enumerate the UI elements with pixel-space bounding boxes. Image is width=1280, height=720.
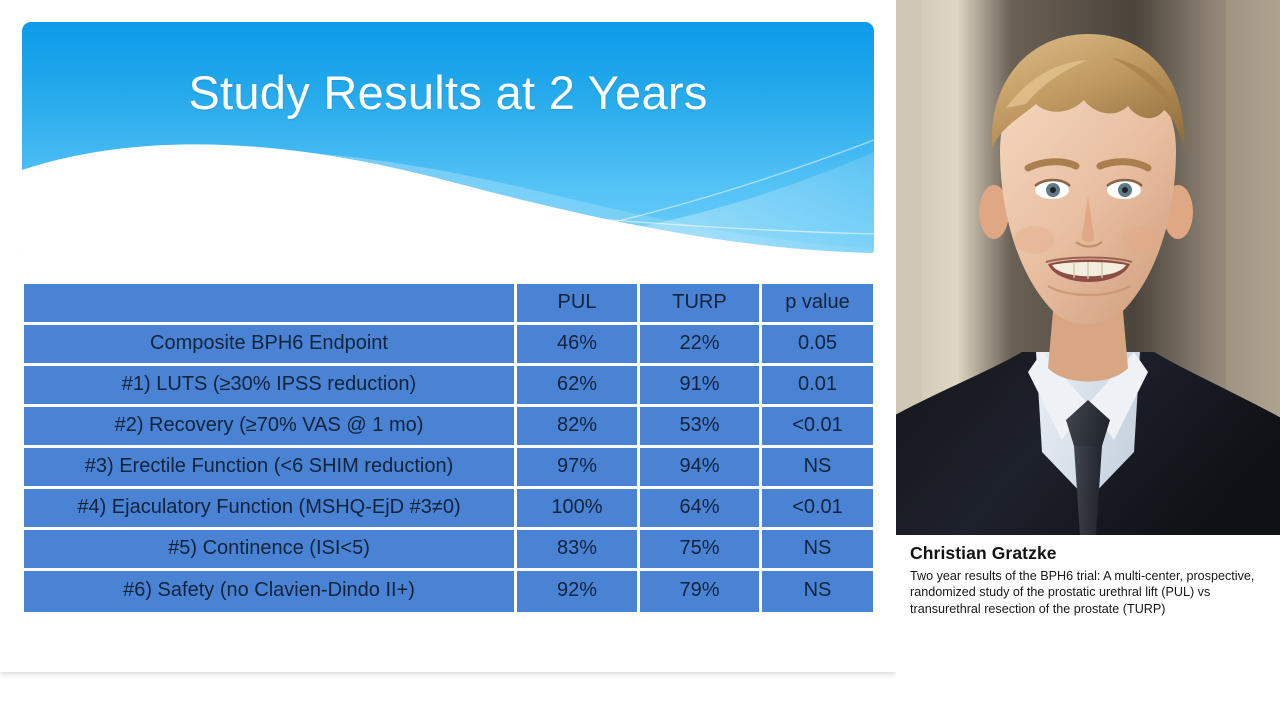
cell-pul-value: 100% xyxy=(517,489,640,530)
column-header-endpoint xyxy=(24,284,517,325)
cell-pul-value: 83% xyxy=(517,530,640,571)
cell-turp-value: 79% xyxy=(640,571,762,612)
banner-wave-decoration xyxy=(22,139,874,254)
cell-p-value: NS xyxy=(762,571,873,612)
cell-turp-value: 22% xyxy=(640,325,762,366)
cell-p-value: 0.05 xyxy=(762,325,873,366)
results-table: PUL TURP p value Composite BPH6 Endpoint… xyxy=(24,284,873,612)
speaker-info: Christian Gratzke Two year results of th… xyxy=(896,535,1280,618)
cell-pul-value: 97% xyxy=(517,448,640,489)
cell-endpoint-label: #5) Continence (ISI<5) xyxy=(24,530,517,571)
speaker-panel: Christian Gratzke Two year results of th… xyxy=(896,0,1280,720)
table-row: #6) Safety (no Clavien-Dindo II+) 92% 79% N… xyxy=(24,571,873,612)
cell-endpoint-label: #3) Erectile Function (<6 SHIM reduction… xyxy=(24,448,517,489)
cell-p-value: NS xyxy=(762,530,873,571)
presentation-slide: Study Results at 2 Years PUL TURP p valu… xyxy=(22,22,874,612)
column-header-pul: PUL xyxy=(517,284,640,325)
table-row: #1) LUTS (≥30% IPSS reduction) 62% 91% 0.01 xyxy=(24,366,873,407)
cell-turp-value: 64% xyxy=(640,489,762,530)
cell-p-value: NS xyxy=(762,448,873,489)
speaker-description: Two year results of the BPH6 trial: A mu… xyxy=(910,568,1255,617)
cell-p-value: <0.01 xyxy=(762,407,873,448)
cell-turp-value: 75% xyxy=(640,530,762,571)
slide-title: Study Results at 2 Years xyxy=(188,66,708,119)
table-row: #2) Recovery (≥70% VAS @ 1 mo) 82% 53% <0.0… xyxy=(24,407,873,448)
cell-turp-value: 91% xyxy=(640,366,762,407)
table-header-row: PUL TURP p value xyxy=(24,284,873,325)
cell-endpoint-label: #4) Ejaculatory Function (MSHQ-EjD #3≠0) xyxy=(24,489,517,530)
cell-endpoint-label: #1) LUTS (≥30% IPSS reduction) xyxy=(24,366,517,407)
cell-pul-value: 46% xyxy=(517,325,640,366)
speaker-name: Christian Gratzke xyxy=(910,543,1057,563)
cell-turp-value: 94% xyxy=(640,448,762,489)
table-row: Composite BPH6 Endpoint 46% 22% 0.05 xyxy=(24,325,873,366)
table-row: #3) Erectile Function (<6 SHIM reduction… xyxy=(24,448,873,489)
cell-endpoint-label: Composite BPH6 Endpoint xyxy=(24,325,517,366)
speaker-portrait-photo xyxy=(896,0,1280,535)
column-header-p-value: p value xyxy=(762,284,873,325)
cell-turp-value: 53% xyxy=(640,407,762,448)
slide-title-banner: Study Results at 2 Years xyxy=(22,22,874,254)
cell-pul-value: 62% xyxy=(517,366,640,407)
cell-endpoint-label: #6) Safety (no Clavien-Dindo II+) xyxy=(24,571,517,612)
cell-pul-value: 82% xyxy=(517,407,640,448)
table-row: #5) Continence (ISI<5) 83% 75% NS xyxy=(24,530,873,571)
table-row: #4) Ejaculatory Function (MSHQ-EjD #3≠0)… xyxy=(24,489,873,530)
cell-p-value: <0.01 xyxy=(762,489,873,530)
cell-pul-value: 92% xyxy=(517,571,640,612)
table-body: Composite BPH6 Endpoint 46% 22% 0.05 #1) LUT… xyxy=(24,325,873,612)
column-header-turp: TURP xyxy=(640,284,762,325)
cell-p-value: 0.01 xyxy=(762,366,873,407)
cell-endpoint-label: #2) Recovery (≥70% VAS @ 1 mo) xyxy=(24,407,517,448)
